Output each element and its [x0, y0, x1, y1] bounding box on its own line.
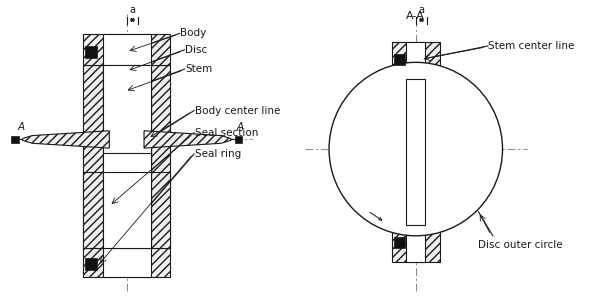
- Bar: [115, 65, 138, 156]
- Bar: [105, 153, 148, 172]
- Bar: [406, 79, 426, 225]
- Text: Stem: Stem: [186, 64, 213, 74]
- Bar: [109, 126, 144, 153]
- Text: Seal section: Seal section: [195, 128, 258, 138]
- Text: a: a: [129, 5, 135, 15]
- Bar: [103, 153, 151, 172]
- Bar: [83, 65, 103, 248]
- Polygon shape: [144, 131, 230, 148]
- Bar: [103, 34, 151, 65]
- Text: A-A: A-A: [407, 11, 425, 21]
- Text: Seal ring: Seal ring: [195, 149, 241, 159]
- Bar: [235, 136, 242, 143]
- Text: A: A: [17, 122, 24, 132]
- Polygon shape: [22, 131, 109, 148]
- Bar: [83, 172, 103, 248]
- Bar: [394, 54, 405, 65]
- Text: Body: Body: [180, 28, 206, 38]
- Text: Stem center line: Stem center line: [488, 41, 574, 51]
- Bar: [85, 258, 97, 269]
- Bar: [103, 65, 151, 248]
- Bar: [151, 65, 170, 248]
- Circle shape: [329, 62, 502, 236]
- Text: Disc outer circle: Disc outer circle: [479, 240, 563, 250]
- Bar: [392, 42, 440, 79]
- Bar: [406, 42, 426, 79]
- Text: a: a: [418, 5, 424, 15]
- Bar: [151, 172, 170, 248]
- Bar: [85, 46, 97, 57]
- Text: Disc: Disc: [186, 45, 207, 55]
- Bar: [11, 136, 19, 143]
- Bar: [394, 237, 405, 248]
- Bar: [103, 248, 151, 277]
- Bar: [406, 225, 426, 262]
- Text: Body center line: Body center line: [195, 107, 281, 117]
- Text: A: A: [237, 122, 244, 132]
- Bar: [83, 34, 170, 65]
- Bar: [83, 248, 170, 277]
- Bar: [392, 225, 440, 262]
